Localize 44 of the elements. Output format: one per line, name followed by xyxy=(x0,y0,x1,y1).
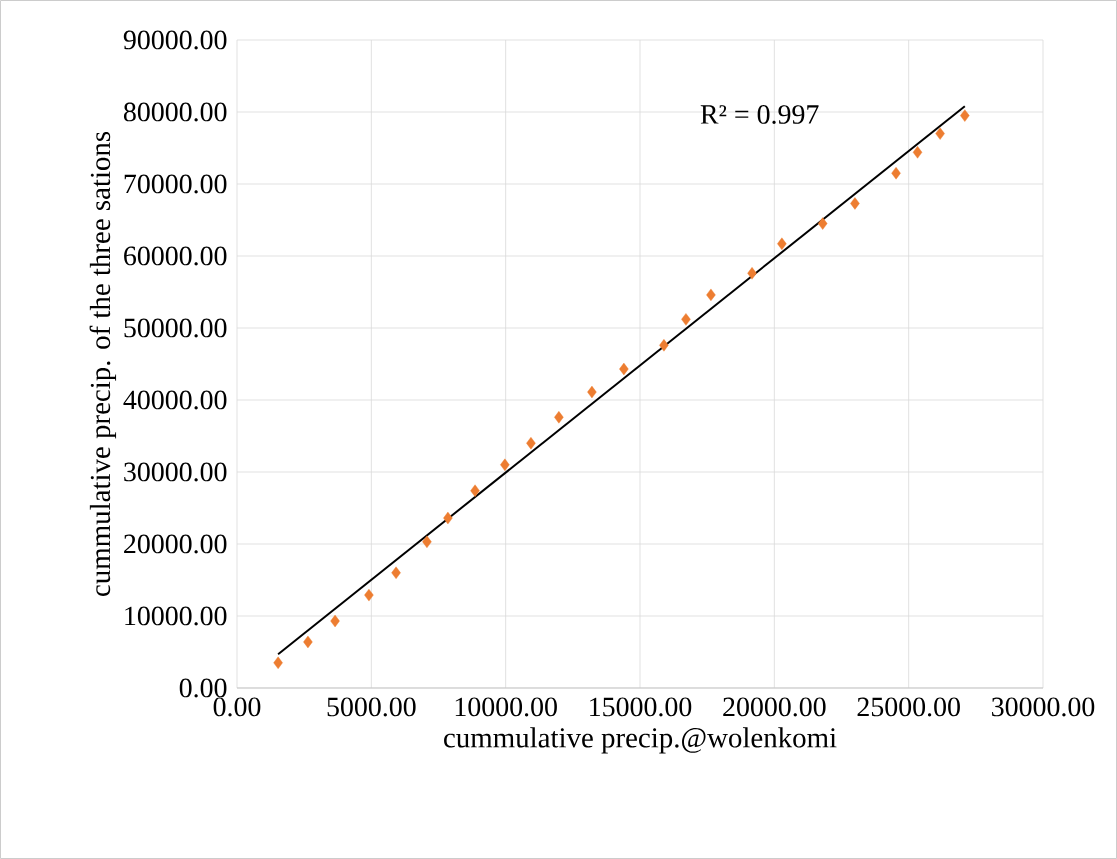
x-tick-label: 5000.00 xyxy=(327,697,416,717)
point xyxy=(681,313,691,326)
point xyxy=(619,362,629,376)
point xyxy=(659,339,669,352)
point xyxy=(422,535,432,549)
x-axis-title: cummulative precip.@wolenkomi xyxy=(444,727,837,754)
point xyxy=(364,588,374,602)
x-tick-label: 25000.00 xyxy=(857,697,960,717)
point xyxy=(912,146,923,159)
y-tick-label: 30000.00 xyxy=(124,462,227,482)
x-tick-label: 20000.00 xyxy=(723,697,826,717)
point xyxy=(935,127,945,140)
y-tick-label: 70000.00 xyxy=(124,174,227,194)
point xyxy=(391,566,401,579)
y-tick-label: 0.00 xyxy=(179,678,227,698)
point xyxy=(960,109,970,122)
point xyxy=(443,511,453,525)
y-tick-label: 90000.00 xyxy=(123,30,227,50)
x-tick-label: 0.00 xyxy=(213,697,261,717)
point xyxy=(330,614,340,628)
point xyxy=(891,167,901,180)
point xyxy=(554,411,564,424)
point xyxy=(777,237,787,250)
y-tick-label: 60000.00 xyxy=(124,246,227,266)
point xyxy=(706,288,716,302)
y-axis-title: cummulative precip. of the three sations xyxy=(89,131,117,596)
point xyxy=(273,656,283,669)
x-tick-label: 30000.00 xyxy=(992,697,1095,717)
point xyxy=(587,385,597,399)
point xyxy=(818,217,828,230)
point xyxy=(526,437,536,450)
y-tick-label: 10000.00 xyxy=(125,606,227,626)
y-tick-label: 20000.00 xyxy=(124,534,227,554)
y-tick-label: 50000.00 xyxy=(124,318,227,338)
y-tick-label: 40000.00 xyxy=(123,390,227,410)
point xyxy=(303,635,313,649)
point xyxy=(850,197,860,210)
point xyxy=(470,484,480,497)
point xyxy=(500,458,510,471)
point xyxy=(747,267,757,280)
annotation: R² = 0.997 xyxy=(700,105,819,124)
y-tick-label: 80000.00 xyxy=(123,102,227,122)
x-tick-label: 10000.00 xyxy=(455,697,557,717)
x-tick-label: 15000.00 xyxy=(590,697,692,717)
